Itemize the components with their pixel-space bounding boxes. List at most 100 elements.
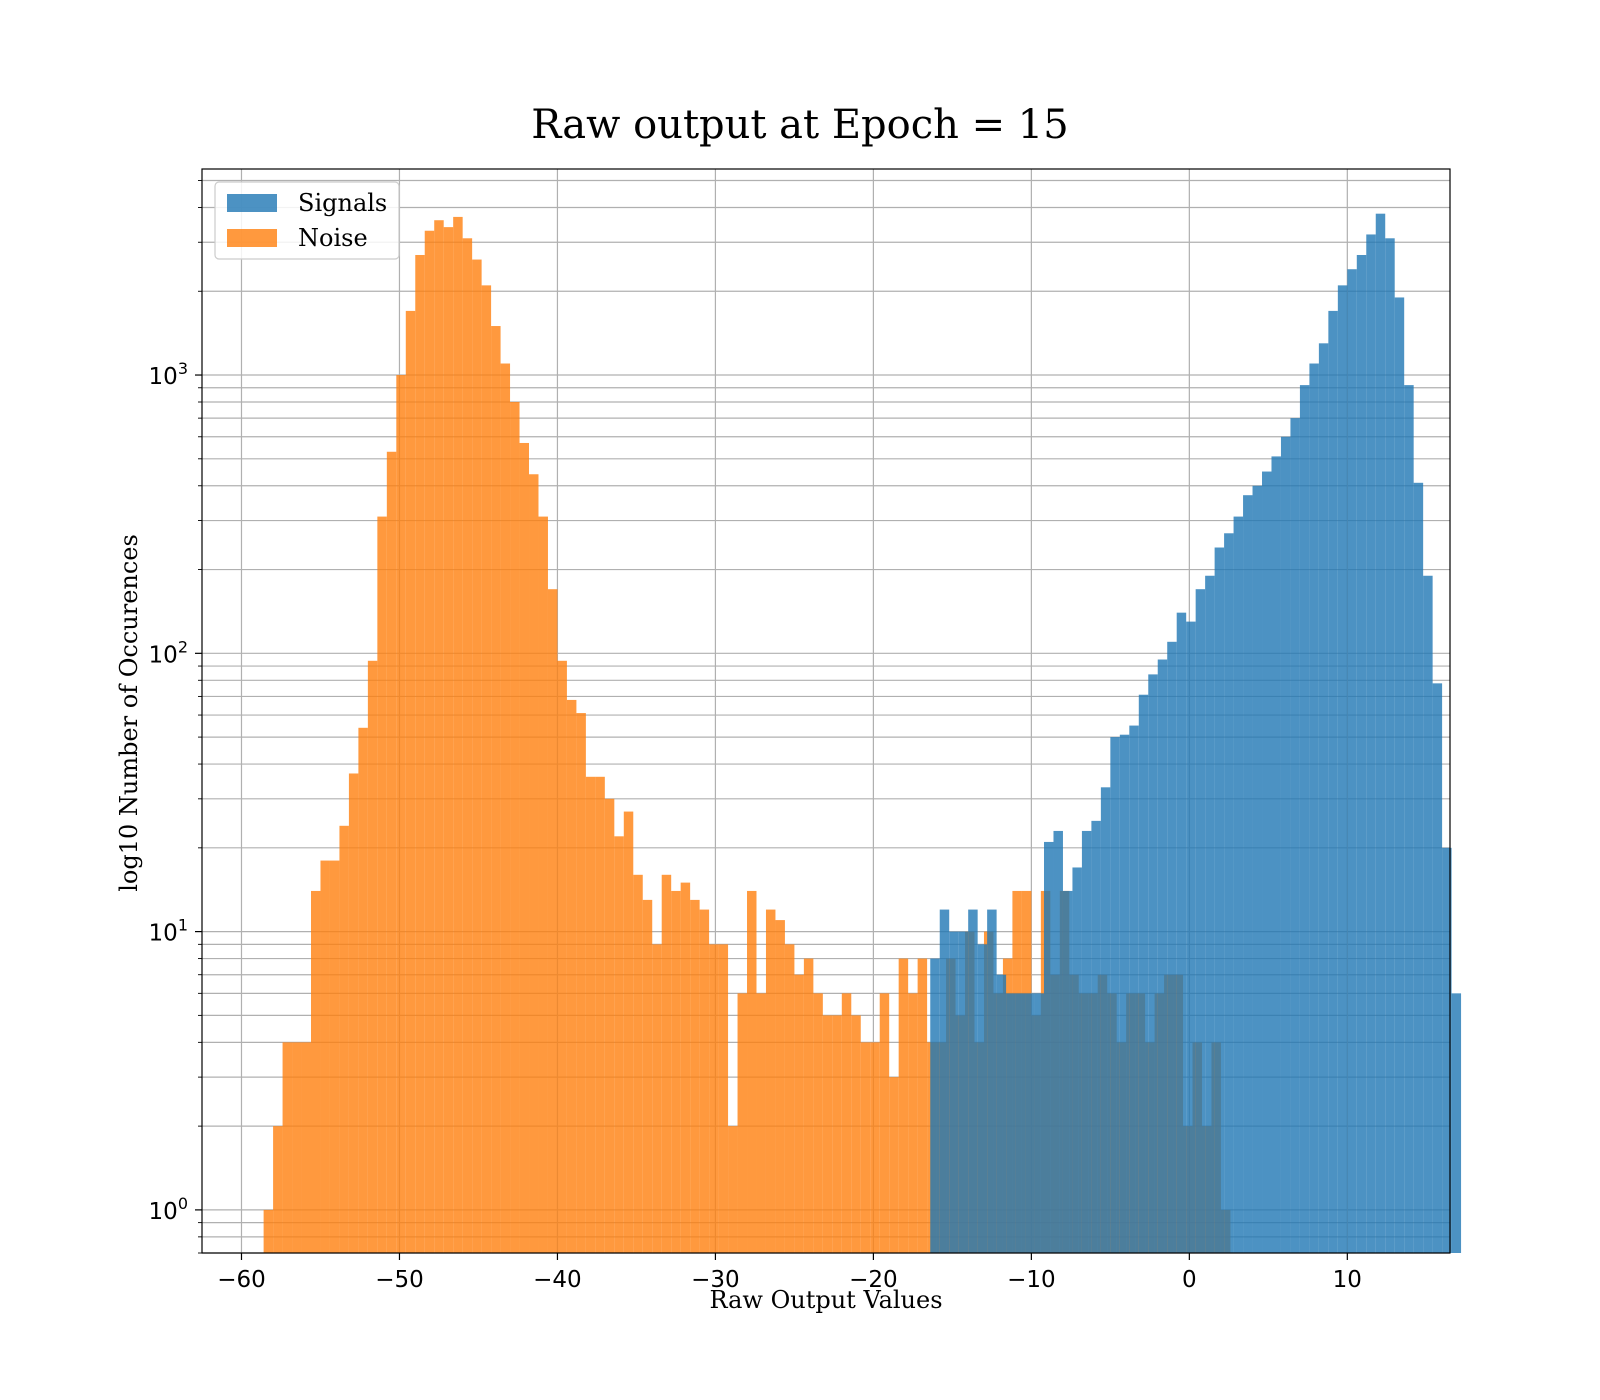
signals-bar [1053,830,1063,1253]
signals-bar [1006,993,1016,1253]
noise-bar [633,874,643,1253]
x-tick-label: −20 [849,1267,898,1293]
noise-bar [718,944,729,1253]
noise-bar [377,516,387,1253]
signals-bar [1072,867,1082,1253]
noise-bar [491,326,501,1253]
signals-bar [1062,890,1073,1253]
signals-bar [958,931,969,1253]
y-tick-label: 102 [149,637,188,668]
noise-bar [367,660,378,1253]
noise-bar [642,899,653,1253]
signals-bar [996,974,1007,1253]
noise-bar [557,660,567,1253]
legend-swatch [227,229,277,247]
noise-bar [301,1042,312,1253]
noise-bar [386,451,397,1253]
signals-bar [1252,485,1263,1253]
x-tick-label: 0 [1182,1267,1197,1293]
noise-bar [747,890,757,1253]
noise-bar [529,474,539,1253]
noise-bar [396,375,406,1253]
noise-bar [292,1042,302,1253]
noise-bar [547,589,558,1253]
noise-bar [728,1126,738,1253]
signals-bar [1432,683,1443,1253]
noise-bar [576,713,586,1253]
signals-bar [1015,993,1026,1253]
noise-bar [680,882,691,1253]
x-tick-label: −60 [217,1267,266,1293]
signals-bar [987,909,997,1253]
signals-bar [1337,285,1348,1253]
noise-bar [709,944,719,1253]
signals-bar [1119,734,1130,1253]
signals-bar [1347,269,1357,1253]
y-axis-label: log10 Number of Occurences [115,534,143,892]
signals-bar [1167,641,1177,1253]
noise-bar [481,285,492,1253]
signals-bar [977,944,988,1253]
x-tick-label: −50 [375,1267,424,1293]
signals-bar [930,958,940,1253]
noise-bar [765,909,776,1253]
signals-bar [1442,847,1452,1253]
chart-title: Raw output at Epoch = 15 [531,102,1068,148]
signals-bar [1413,482,1424,1253]
noise-bar [500,363,511,1253]
signals-bar [1404,385,1414,1254]
noise-bar [803,958,814,1253]
x-axis-label: Raw Output Values [709,1286,942,1314]
noise-bar [870,1042,880,1253]
noise-bar [841,993,852,1253]
noise-bar [329,860,340,1253]
signals-bar [1157,659,1168,1253]
noise-bar [453,216,463,1253]
ticks-layer: −60 −50 −40 −30 −20 −10 0 10 100 101 102 103 [149,180,1362,1293]
noise-bar [585,776,596,1253]
signals-bar [949,931,959,1253]
legend-label: Noise [298,224,368,252]
noise-bar [813,993,823,1253]
noise-bar [424,230,435,1253]
noise-bar [358,727,368,1253]
signals-bar [939,909,950,1253]
noise-bar [917,958,928,1253]
signals-bar [968,909,978,1253]
noise-bar [405,310,416,1253]
signals-bar [1186,621,1196,1253]
legend-swatch [227,194,277,212]
x-tick-label: −30 [691,1267,740,1293]
noise-bar [595,776,605,1253]
signals-bar [1243,495,1253,1253]
y-tick-label: 100 [149,1194,188,1225]
noise-bar [623,811,634,1253]
signals-bar [1385,238,1395,1253]
noise-bar [519,442,530,1253]
signals-bar [1394,297,1405,1254]
legend-label: Signals [298,189,387,217]
noise-bar [794,974,804,1253]
noise-bar [851,1015,861,1253]
signals-bar [1195,589,1206,1253]
signals-bar [1110,737,1120,1253]
noise-bar [879,993,890,1253]
plot-frame [201,168,1451,1254]
noise-bar [472,259,482,1253]
noise-bar [756,993,766,1253]
signals-bar [1138,694,1149,1253]
noise-bar [614,836,624,1253]
noise-bar [898,958,909,1253]
signals-bar [1233,516,1244,1253]
noise-bar [822,1015,833,1253]
signals-bar [1034,993,1045,1253]
signals-bar [1328,310,1338,1253]
signals-bar [1375,213,1386,1253]
noise-bar [443,227,454,1254]
x-tick-label: −40 [533,1267,582,1293]
signals-bar [1148,674,1158,1253]
signals-bar [1025,993,1035,1253]
noise-bar [282,1042,293,1253]
noise-bar [652,944,662,1253]
